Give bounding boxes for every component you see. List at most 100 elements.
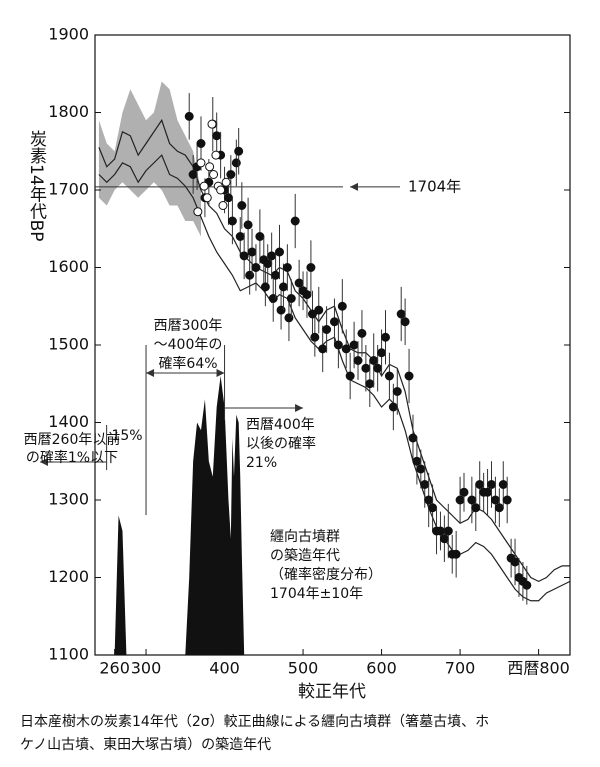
data-point [184, 111, 194, 121]
arrow-head [146, 369, 155, 377]
data-point [483, 487, 493, 497]
x-tick-label: 300 [131, 659, 162, 678]
annotation: の築造年代 [270, 548, 340, 564]
y-tick-label: 1100 [48, 645, 89, 664]
data-point [255, 232, 265, 241]
data-point [247, 247, 257, 257]
data-point [188, 170, 198, 179]
x-tick-label: 600 [366, 659, 397, 678]
data-point [498, 480, 508, 489]
x-tick-label: 西暦800 [507, 659, 570, 678]
y-tick-label: 1900 [48, 25, 89, 44]
data-point [207, 119, 217, 129]
data-point [459, 487, 469, 497]
data-point [202, 193, 212, 203]
data-point [416, 464, 426, 474]
annotation: 確率64% [158, 355, 217, 372]
y-axis-label: 炭素14年代BP [26, 130, 47, 242]
data-point [199, 181, 209, 191]
reference-label: 1704年 [408, 177, 461, 195]
data-point [392, 387, 402, 396]
annotation: の確率1%以下 [26, 449, 118, 466]
data-point [400, 317, 410, 327]
data-point [271, 270, 281, 280]
data-point [318, 344, 328, 354]
annotation: 西暦260年以前 [24, 431, 121, 448]
data-point [227, 216, 237, 226]
arrow-head [295, 404, 304, 412]
data-point [251, 263, 261, 272]
data-point [282, 263, 292, 272]
data-point [333, 340, 343, 350]
data-point [428, 503, 438, 513]
data-point [455, 495, 465, 505]
data-point [408, 433, 418, 443]
y-tick-label: 1400 [48, 412, 89, 431]
x-tick-label: 260 [99, 659, 130, 678]
data-point [420, 480, 430, 489]
data-point [522, 580, 532, 590]
data-point [306, 263, 316, 272]
data-point [205, 162, 215, 172]
y-tick-label: 1700 [48, 180, 89, 199]
data-point [235, 232, 245, 241]
data-point [275, 247, 285, 257]
data-point [412, 456, 422, 466]
y-tick-label: 1300 [48, 490, 89, 509]
plot-area: 1704年 1100 1200 1300 1400 1500 1600 1700 1800 190… [24, 25, 571, 678]
annotation: 15% [111, 428, 142, 444]
y-tick-label: 1800 [48, 102, 89, 121]
data-point [263, 259, 273, 269]
caption: 日本産樹木の炭素14年代（2σ）較正曲線による纒向古墳群（箸墓古墳、ホ [20, 713, 489, 730]
data-point [212, 131, 222, 141]
calibration-band [98, 81, 201, 237]
density-area [114, 515, 127, 655]
data-point [396, 309, 406, 319]
data-point [209, 170, 219, 179]
data-point [345, 371, 355, 381]
data-point [377, 348, 387, 358]
annotation: 21% [246, 455, 277, 471]
density-area [185, 376, 245, 655]
data-point [322, 325, 332, 334]
data-point [510, 557, 520, 567]
data-point [234, 146, 244, 156]
data-point [451, 549, 461, 559]
data-point [337, 301, 347, 311]
data-point [494, 503, 504, 513]
data-point [490, 495, 500, 505]
data-point [216, 185, 226, 195]
data-point [424, 495, 434, 505]
x-tick-label: 400 [209, 659, 240, 678]
caption: ケノ山古墳、東田大塚古墳）の築造年代 [20, 737, 271, 753]
data-point [329, 317, 339, 327]
data-point [349, 340, 359, 350]
data-point [435, 526, 445, 536]
data-point [218, 201, 228, 210]
data-point [486, 480, 496, 489]
x-tick-label: 700 [445, 659, 476, 678]
data-point [467, 495, 477, 505]
arrow-head [350, 182, 358, 191]
data-point [286, 294, 296, 303]
arrow-head [216, 369, 225, 377]
data-point [475, 480, 485, 489]
annotation: 以後の確率 [246, 435, 316, 452]
data-point [226, 170, 236, 179]
data-point [384, 371, 394, 381]
data-point [357, 328, 367, 338]
annotation: 西暦400年 [246, 417, 315, 433]
data-point [369, 356, 379, 365]
annotation: 1704年±10年 [270, 586, 363, 602]
data-point [373, 363, 383, 373]
data-point [294, 278, 304, 288]
data-point [193, 207, 203, 217]
data-point [221, 177, 231, 187]
data-point [404, 371, 414, 381]
data-point [380, 332, 390, 342]
y-tick-label: 1600 [48, 257, 89, 276]
arrow-head [40, 458, 48, 466]
data-point [439, 534, 449, 544]
data-point [278, 282, 288, 292]
